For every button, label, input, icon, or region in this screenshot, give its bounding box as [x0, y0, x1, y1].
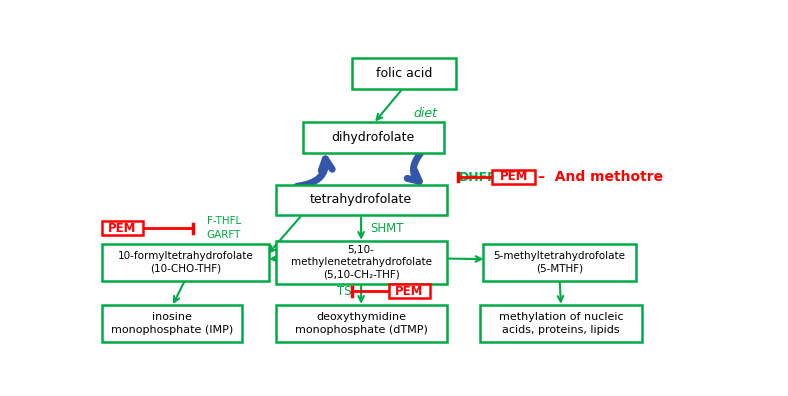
FancyBboxPatch shape: [102, 244, 269, 281]
FancyBboxPatch shape: [276, 185, 447, 215]
FancyBboxPatch shape: [480, 305, 642, 342]
Text: SHMT: SHMT: [370, 222, 403, 235]
Text: –  And methotre: – And methotre: [538, 170, 663, 184]
Text: tetrahydrofolate: tetrahydrofolate: [310, 194, 412, 206]
FancyBboxPatch shape: [276, 241, 447, 284]
Text: 5-methyltetrahydrofolate
(5-MTHF): 5-methyltetrahydrofolate (5-MTHF): [493, 251, 626, 274]
Text: PEM: PEM: [395, 285, 423, 298]
FancyBboxPatch shape: [483, 244, 636, 281]
Text: deoxythymidine
monophosphate (dTMP): deoxythymidine monophosphate (dTMP): [295, 312, 428, 335]
Text: inosine
monophosphate (IMP): inosine monophosphate (IMP): [110, 312, 233, 335]
Text: folic acid: folic acid: [376, 67, 432, 80]
Text: 5,10-
methylenetetrahydrofolate
(5,10-CH₂-THF): 5,10- methylenetetrahydrofolate (5,10-CH…: [291, 245, 432, 280]
FancyBboxPatch shape: [303, 122, 444, 153]
FancyBboxPatch shape: [492, 170, 535, 184]
Text: GARFT: GARFT: [206, 230, 241, 240]
FancyBboxPatch shape: [276, 305, 447, 342]
FancyBboxPatch shape: [388, 284, 430, 299]
FancyBboxPatch shape: [102, 221, 143, 235]
Text: TS: TS: [337, 285, 352, 298]
Text: dihydrofolate: dihydrofolate: [332, 131, 415, 144]
Text: DHFR: DHFR: [459, 171, 497, 184]
Text: methylation of nucleic
acids, proteins, lipids: methylation of nucleic acids, proteins, …: [499, 312, 623, 335]
FancyBboxPatch shape: [352, 58, 455, 89]
Text: PEM: PEM: [500, 170, 528, 183]
FancyBboxPatch shape: [102, 305, 242, 342]
Text: F-THFL: F-THFL: [206, 216, 241, 226]
Text: 10-formyltetrahydrofolate
(10-CHO-THF): 10-formyltetrahydrofolate (10-CHO-THF): [117, 251, 254, 274]
Text: diet: diet: [413, 107, 437, 120]
Text: PEM: PEM: [108, 221, 136, 234]
